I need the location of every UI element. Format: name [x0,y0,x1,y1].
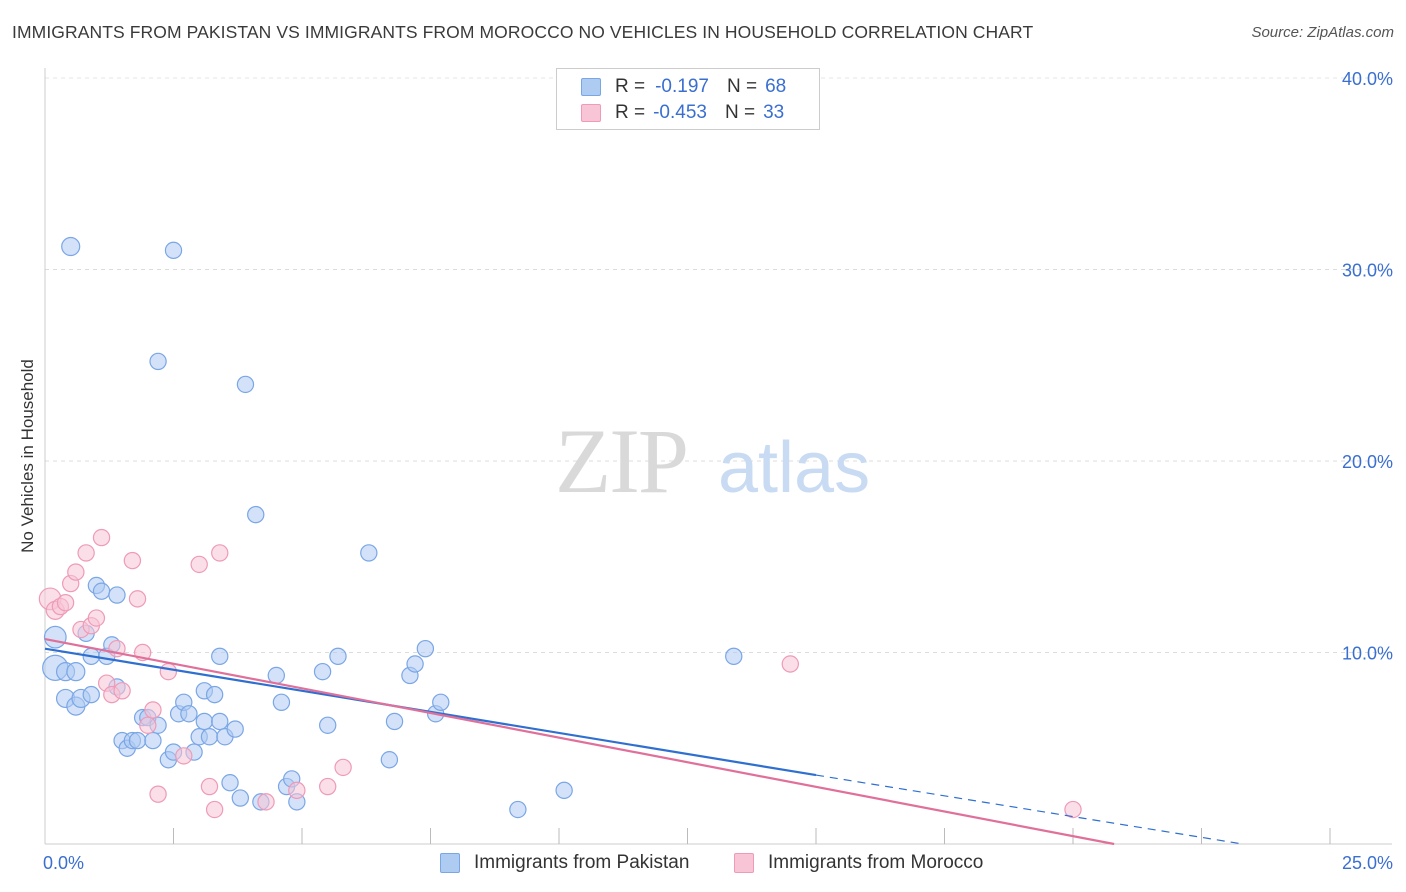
series-name-pakistan: Immigrants from Pakistan [474,852,690,873]
legend-n-label: N = [726,76,758,97]
axis-layer [44,68,1392,845]
morocco-point [123,551,142,570]
pakistan-point [205,685,224,704]
series-legend: Immigrants from Pakistan Immigrants from… [0,852,1406,878]
pakistan-point [180,705,198,723]
morocco-point [288,781,306,800]
morocco-point [319,777,337,796]
trend-layer [44,638,1243,846]
pakistan-point [555,781,573,800]
pakistan-trend-line-extension [815,774,1243,845]
chart-source: Source: ZipAtlas.com [1251,24,1394,41]
legend-n-label: N = [724,102,756,123]
pakistan-point [200,728,219,746]
legend-n-value: 68 [765,76,787,97]
morocco-point [92,528,111,547]
morocco-point [144,701,162,719]
morocco-point [56,594,75,612]
morocco-point [77,544,95,562]
pakistan-point [211,712,229,731]
pakistan-point [144,731,162,750]
y-tick-label: 20.0% [1342,452,1393,472]
x-tick-label-min: 0.0% [43,853,84,873]
watermark-zip: ZIP [555,410,687,512]
pakistan-point [108,586,126,604]
legend-row-pakistan: R = -0.197 N = 68 [581,74,786,100]
y-tick-label: 40.0% [1342,69,1393,89]
pakistan-point [406,655,424,673]
pakistan-point [313,662,332,681]
series-legend-morocco: Immigrants from Morocco [734,852,983,874]
pakistan-point [509,800,527,819]
legend-r-value: -0.197 [655,76,709,97]
morocco-point [211,544,229,562]
morocco-point [781,655,800,673]
morocco-point [139,716,157,734]
pakistan-point [725,647,743,666]
pakistan-point [380,751,399,769]
morocco-point [87,609,106,627]
pakistan-point [432,693,450,711]
pakistan-point [221,774,239,792]
series-name-morocco: Immigrants from Morocco [768,852,984,873]
tick-label-layer: 10.0% 20.0% 30.0% 40.0% 0.0% 25.0% [43,69,1393,873]
morocco-point [149,785,167,803]
legend-n-value: 33 [763,102,785,123]
morocco-point [128,590,147,608]
legend-r-value: -0.453 [653,102,707,123]
chart-title: IMMIGRANTS FROM PAKISTAN VS IMMIGRANTS F… [12,22,1034,42]
pakistan-point [360,544,378,562]
pakistan-point [319,716,337,734]
y-tick-label: 10.0% [1342,644,1393,664]
pakistan-point [149,352,167,371]
morocco-point [334,758,352,777]
legend-swatch-pakistan [581,78,601,96]
morocco-point [257,793,275,811]
pakistan-point [92,582,111,600]
pakistan-point [267,666,285,685]
pakistan-point [231,789,250,807]
pakistan-point [43,625,67,649]
morocco-point [159,662,178,681]
pakistan-point [66,662,86,682]
pakistan-point [226,720,244,738]
legend-r-label: R = [615,76,646,97]
legend-r-label: R = [615,102,646,123]
legend-swatch-morocco [581,104,601,122]
morocco-point [175,747,193,765]
pakistan-point [82,685,100,704]
morocco-point [190,555,208,574]
pakistan-point [329,647,347,666]
morocco-point [200,777,219,796]
x-tick-label-max: 25.0% [1342,853,1393,873]
morocco-point [67,563,85,581]
pakistan-point [247,505,265,524]
grid-layer [45,77,1392,653]
legend-row-morocco: R = -0.453 N = 33 [581,100,784,126]
pakistan-point [128,731,147,750]
pakistan-point [272,693,291,711]
watermark-atlas: atlas [718,428,870,508]
pakistan-point [195,712,214,731]
watermark: ZIP atlas [555,410,870,512]
y-tick-label: 30.0% [1342,261,1393,281]
morocco-point [113,682,131,700]
pakistan-point [385,712,404,731]
morocco-point [1064,800,1082,819]
series-legend-pakistan: Immigrants from Pakistan [440,852,689,874]
pakistan-point [236,375,255,394]
morocco-trend-line [44,638,1115,846]
pakistan-point [61,236,81,257]
pakistan-point [164,241,183,260]
series-swatch-morocco [734,853,754,873]
series-swatch-pakistan [440,853,460,873]
pakistan-point [211,647,229,666]
morocco-point [205,800,224,819]
correlation-legend: R = -0.197 N = 68 R = -0.453 N = 33 [556,68,820,130]
points-layer [38,236,1082,819]
pakistan-point [416,639,435,658]
